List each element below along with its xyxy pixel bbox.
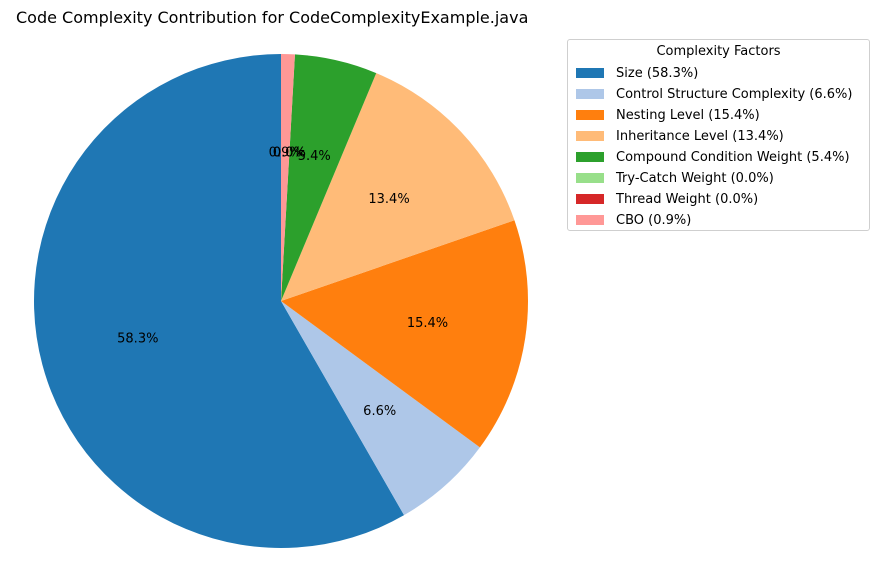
legend-label: Control Structure Complexity (6.6%) — [616, 86, 853, 102]
legend-label: CBO (0.9%) — [616, 212, 692, 228]
legend-swatch — [576, 152, 604, 162]
legend-label: Thread Weight (0.0%) — [616, 191, 759, 207]
pie-slices — [33, 54, 528, 548]
legend-item-try-catch-weight: Try-Catch Weight (0.0%) — [576, 168, 774, 188]
legend-item-nesting-level: Nesting Level (15.4%) — [576, 105, 760, 125]
pie-slice-control-structure-complexity — [281, 301, 480, 516]
pie-label-try-catch-weight: 0.0% — [273, 146, 306, 161]
pie-percent-labels: 58.3%6.6%15.4%13.4%5.4%0.0%0.0%0.9% — [117, 145, 448, 419]
chart-title: Code Complexity Contribution for CodeCom… — [16, 8, 528, 27]
legend: Complexity Factors Size (58.3%) Control S… — [567, 39, 870, 231]
pie-label-thread-weight: 0.0% — [273, 146, 306, 161]
legend-label: Compound Condition Weight (5.4%) — [616, 149, 850, 165]
legend-item-thread-weight: Thread Weight (0.0%) — [576, 189, 758, 209]
legend-item-size: Size (58.3%) — [576, 63, 698, 83]
legend-item-cbo: CBO (0.9%) — [576, 210, 691, 230]
pie-slice-compound-condition-weight — [281, 54, 377, 301]
pie-slice-nesting-level — [281, 220, 528, 448]
pie-slice-inheritance-level — [281, 73, 515, 302]
pie-label-inheritance-level: 13.4% — [368, 192, 409, 207]
pie-slice-size — [33, 54, 405, 548]
pie-label-nesting-level: 15.4% — [407, 316, 448, 331]
legend-title: Complexity Factors — [656, 44, 781, 59]
pie-slice-cbo — [281, 54, 295, 301]
legend-label: Size (58.3%) — [616, 65, 699, 81]
pie-label-compound-condition-weight: 5.4% — [298, 149, 331, 164]
legend-item-inheritance-level: Inheritance Level (13.4%) — [576, 126, 784, 146]
legend-swatch — [576, 89, 604, 99]
pie-label-control-structure-complexity: 6.6% — [363, 404, 396, 419]
legend-swatch — [576, 68, 604, 78]
legend-swatch — [576, 110, 604, 120]
legend-item-compound-condition-weight: Compound Condition Weight (5.4%) — [576, 147, 850, 167]
legend-swatch — [576, 131, 604, 141]
legend-label: Inheritance Level (13.4%) — [616, 128, 784, 144]
legend-swatch — [576, 194, 604, 204]
legend-swatch — [576, 215, 604, 225]
legend-item-control-structure-complexity: Control Structure Complexity (6.6%) — [576, 84, 852, 104]
pie-label-cbo: 0.9% — [269, 145, 302, 160]
legend-label: Nesting Level (15.4%) — [616, 107, 760, 123]
legend-swatch — [576, 173, 604, 183]
legend-label: Try-Catch Weight (0.0%) — [616, 170, 774, 186]
pie-label-size: 58.3% — [117, 332, 158, 347]
